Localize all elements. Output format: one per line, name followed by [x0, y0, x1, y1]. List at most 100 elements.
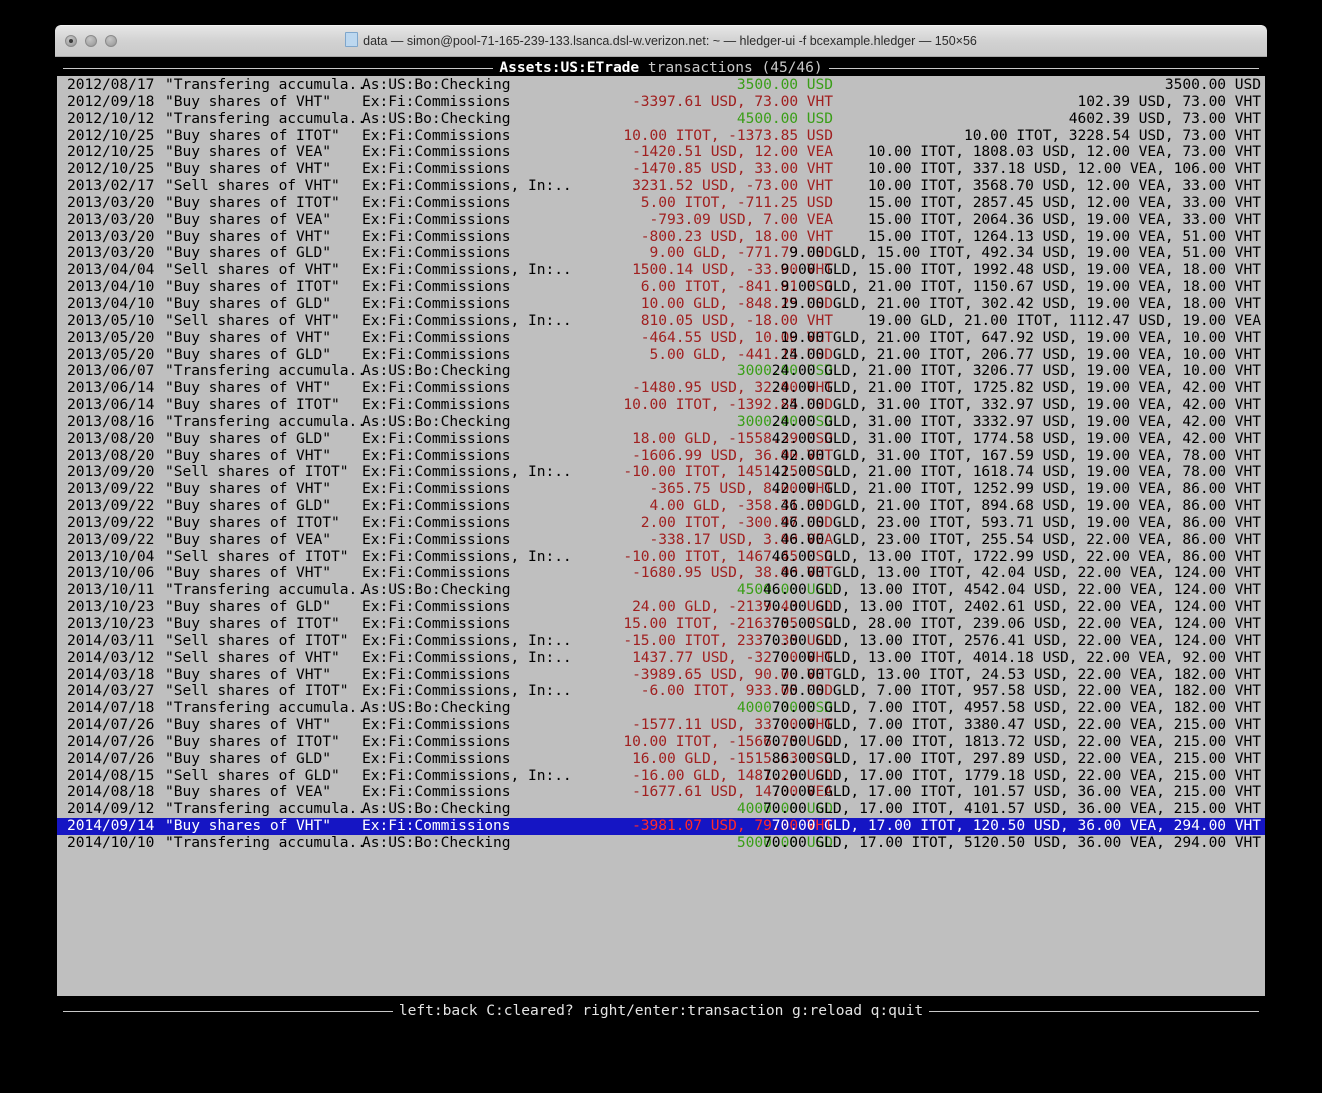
table-row[interactable]: 2013/09/22 "Buy shares of GLD" Ex:Fi:Commi…: [57, 497, 1265, 515]
table-row[interactable]: 2013/09/22 "Buy shares of VEA" Ex:Fi:Commi…: [57, 530, 1265, 549]
transaction-description: "Buy shares of VHT": [165, 328, 331, 346]
table-row[interactable]: 2013/08/20 "Buy shares of GLD" Ex:Fi:Commi…: [57, 430, 1265, 448]
transaction-description: "Buy shares of VHT": [165, 379, 331, 397]
transaction-amount: 16.00 GLD, -1515.83 USD: [632, 749, 833, 767]
table-row[interactable]: 2012/10/12 "Transfering accumula.. As:US:B…: [57, 109, 1265, 128]
table-row[interactable]: 2014/09/12 "Transfering accumula.. As:US:B…: [57, 800, 1265, 818]
table-row[interactable]: 2013/09/22 "Buy shares of ITOT" Ex:Fi:Comm…: [57, 514, 1265, 532]
document-icon: [345, 32, 359, 47]
table-row[interactable]: 2013/10/04 "Sell shares of ITOT" Ex:Fi:Com…: [57, 547, 1265, 566]
table-row[interactable]: 2012/10/25 "Buy shares of ITOT" Ex:Fi:Comm…: [57, 126, 1265, 145]
transaction-account: Ex:Fi:Commissions, In:..: [362, 261, 572, 279]
transaction-account: Ex:Fi:Commissions: [362, 783, 511, 801]
transaction-date: 2012/10/25: [67, 160, 155, 178]
transaction-description: "Buy shares of GLD": [165, 749, 331, 767]
status-rule-left: [63, 1010, 393, 1012]
transaction-description: "Buy shares of VEA": [165, 783, 331, 801]
table-row[interactable]: 2013/03/20 "Buy shares of GLD" Ex:Fi:Commi…: [57, 245, 1265, 262]
transaction-description: "Buy shares of VEA": [165, 530, 331, 548]
transaction-balance: 10.00 ITOT, 337.18 USD, 12.00 VEA, 106.0…: [867, 160, 1261, 178]
table-row[interactable]: 2013/05/10 "Sell shares of VHT" Ex:Fi:Comm…: [57, 312, 1265, 330]
table-row[interactable]: 2012/10/25 "Buy shares of VHT" Ex:Fi:Commi…: [57, 160, 1265, 178]
table-row[interactable]: 2013/05/20 "Buy shares of GLD" Ex:Fi:Commi…: [57, 346, 1265, 364]
transaction-date: 2013/03/20: [67, 227, 155, 245]
status-bar: left:back C:cleared? right/enter:transac…: [57, 996, 1265, 1026]
transaction-date: 2012/10/12: [67, 109, 155, 127]
table-row[interactable]: 2013/04/04 "Sell shares of VHT" Ex:Fi:Comm…: [57, 261, 1265, 279]
table-row[interactable]: 2014/03/18 "Buy shares of VHT" Ex:Fi:Commi…: [57, 665, 1265, 684]
table-row[interactable]: 2013/10/06 "Buy shares of VHT" Ex:Fi:Commi…: [57, 565, 1265, 582]
transaction-balance: 24.00 GLD, 31.00 ITOT, 332.97 USD, 19.00…: [780, 396, 1262, 414]
table-row[interactable]: 2014/03/27 "Sell shares of ITOT" Ex:Fi:Com…: [57, 683, 1265, 700]
table-row[interactable]: 2013/02/17 "Sell shares of VHT" Ex:Fi:Comm…: [57, 177, 1265, 195]
table-row[interactable]: 2013/09/22 "Buy shares of VHT" Ex:Fi:Commi…: [57, 480, 1265, 498]
transaction-amount: 4500.00 USD: [736, 581, 833, 599]
transaction-amount: 6.00 ITOT, -841.81 USD: [640, 278, 833, 296]
transaction-balance: 42.00 GLD, 21.00 ITOT, 1252.99 USD, 19.0…: [771, 480, 1261, 498]
transaction-amount: 5000.00 USD: [736, 833, 833, 851]
table-row[interactable]: 2014/07/18 "Transfering accumula.. As:US:B…: [57, 699, 1265, 717]
table-row[interactable]: 2014/03/12 "Sell shares of VHT" Ex:Fi:Comm…: [57, 649, 1265, 667]
header-account-label: Assets:US:ETrade: [499, 60, 640, 76]
table-row[interactable]: 2013/04/10 "Buy shares of ITOT" Ex:Fi:Comm…: [57, 278, 1265, 296]
table-row[interactable]: 2013/03/20 "Buy shares of VEA" Ex:Fi:Commi…: [57, 210, 1265, 229]
table-row[interactable]: 2014/03/11 "Sell shares of ITOT" Ex:Fi:Com…: [57, 632, 1265, 650]
table-row[interactable]: 2013/08/20 "Buy shares of VHT" Ex:Fi:Commi…: [57, 447, 1265, 465]
table-row[interactable]: 2014/08/18 "Buy shares of VEA" Ex:Fi:Commi…: [57, 784, 1265, 801]
transaction-amount: -10.00 ITOT, 1467.45 USD: [623, 547, 833, 565]
transaction-date: 2014/09/14: [67, 817, 155, 835]
transaction-balance: 10.00 ITOT, 3228.54 USD, 73.00 VHT: [963, 126, 1261, 144]
transaction-amount: 4000.00 USD: [736, 800, 833, 818]
table-row[interactable]: 2013/05/20 "Buy shares of VHT" Ex:Fi:Commi…: [57, 328, 1265, 347]
transaction-account: Ex:Fi:Commissions, In:..: [362, 547, 572, 565]
transaction-amount: 5.00 ITOT, -711.25 USD: [640, 193, 833, 211]
table-row[interactable]: 2014/08/15 "Sell shares of GLD" Ex:Fi:Comm…: [57, 766, 1265, 785]
transaction-description: "Buy shares of VHT": [165, 716, 331, 734]
transaction-amount: -1420.51 USD, 12.00 VEA: [632, 143, 833, 161]
table-row[interactable]: 2014/07/26 "Buy shares of VHT" Ex:Fi:Commi…: [57, 716, 1265, 734]
window-controls: [65, 35, 117, 47]
table-row[interactable]: 2013/09/20 "Sell shares of ITOT" Ex:Fi:Com…: [57, 464, 1265, 481]
table-row[interactable]: 2012/08/17 "Transfering accumula.. As:US:B…: [57, 76, 1265, 94]
transaction-description: "Buy shares of VHT": [165, 480, 331, 498]
table-row[interactable]: 2013/06/14 "Buy shares of VHT" Ex:Fi:Commi…: [57, 379, 1265, 397]
transaction-balance: 70.00 GLD, 17.00 ITOT, 4101.57 USD, 36.0…: [763, 800, 1261, 818]
transaction-date: 2013/08/16: [67, 412, 155, 430]
table-row[interactable]: 2012/10/25 "Buy shares of VEA" Ex:Fi:Commi…: [57, 144, 1265, 161]
table-row[interactable]: 2013/10/11 "Transfering accumula.. As:US:B…: [57, 581, 1265, 599]
table-row[interactable]: 2014/07/26 "Buy shares of GLD" Ex:Fi:Commi…: [57, 749, 1265, 768]
transaction-balance: 15.00 ITOT, 1264.13 USD, 19.00 VEA, 51.0…: [867, 227, 1261, 245]
table-row[interactable]: 2013/06/14 "Buy shares of ITOT" Ex:Fi:Comm…: [57, 396, 1265, 414]
transaction-description: "Sell shares of VHT": [165, 177, 340, 195]
table-row[interactable]: 2013/04/10 "Buy shares of GLD" Ex:Fi:Commi…: [57, 295, 1265, 313]
zoom-button[interactable]: [105, 35, 117, 47]
table-row[interactable]: 2014/09/14 "Buy shares of VHT" Ex:Fi:Commi…: [57, 817, 1265, 835]
window-titlebar[interactable]: data — simon@pool-71-165-239-133.lsanca.…: [55, 25, 1267, 57]
transaction-description: "Buy shares of ITOT": [165, 126, 340, 144]
transaction-account: Ex:Fi:Commissions, In:..: [362, 766, 572, 784]
transaction-date: 2013/04/10: [67, 278, 155, 296]
table-row[interactable]: 2013/10/23 "Buy shares of ITOT" Ex:Fi:Comm…: [57, 615, 1265, 633]
transaction-date: 2013/10/06: [67, 564, 155, 582]
header-space: [639, 60, 648, 76]
minimize-button[interactable]: [85, 35, 97, 47]
table-row[interactable]: 2014/07/26 "Buy shares of ITOT" Ex:Fi:Comm…: [57, 733, 1265, 751]
close-button[interactable]: [65, 35, 77, 47]
transaction-description: "Sell shares of VHT": [165, 261, 340, 279]
transaction-amount: -793.09 USD, 7.00 VEA: [649, 210, 834, 228]
transaction-account: Ex:Fi:Commissions: [362, 396, 511, 414]
table-row[interactable]: 2013/10/23 "Buy shares of GLD" Ex:Fi:Commi…: [57, 598, 1265, 616]
transaction-amount: -1677.61 USD, 14.00 VEA: [632, 783, 833, 801]
transaction-balance: 9.00 GLD, 21.00 ITOT, 1150.67 USD, 19.00…: [780, 278, 1262, 296]
table-row[interactable]: 2012/09/18 "Buy shares of VHT" Ex:Fi:Commi…: [57, 93, 1265, 111]
table-row[interactable]: 2014/10/10 "Transfering accumula.. As:US:B…: [57, 833, 1265, 852]
transaction-account: Ex:Fi:Commissions: [362, 615, 511, 632]
transaction-account: Ex:Fi:Commissions: [362, 716, 511, 734]
transaction-list[interactable]: 2012/08/17 "Transfering accumula.. As:US:B…: [57, 76, 1265, 852]
table-row[interactable]: 2013/03/20 "Buy shares of VHT" Ex:Fi:Commi…: [57, 227, 1265, 246]
table-row[interactable]: 2013/08/16 "Transfering accumula.. As:US:B…: [57, 412, 1265, 431]
table-row[interactable]: 2013/03/20 "Buy shares of ITOT" Ex:Fi:Comm…: [57, 193, 1265, 212]
transaction-description: "Buy shares of VHT": [165, 665, 331, 683]
table-row[interactable]: 2013/06/07 "Transfering accumula.. As:US:B…: [57, 362, 1265, 380]
